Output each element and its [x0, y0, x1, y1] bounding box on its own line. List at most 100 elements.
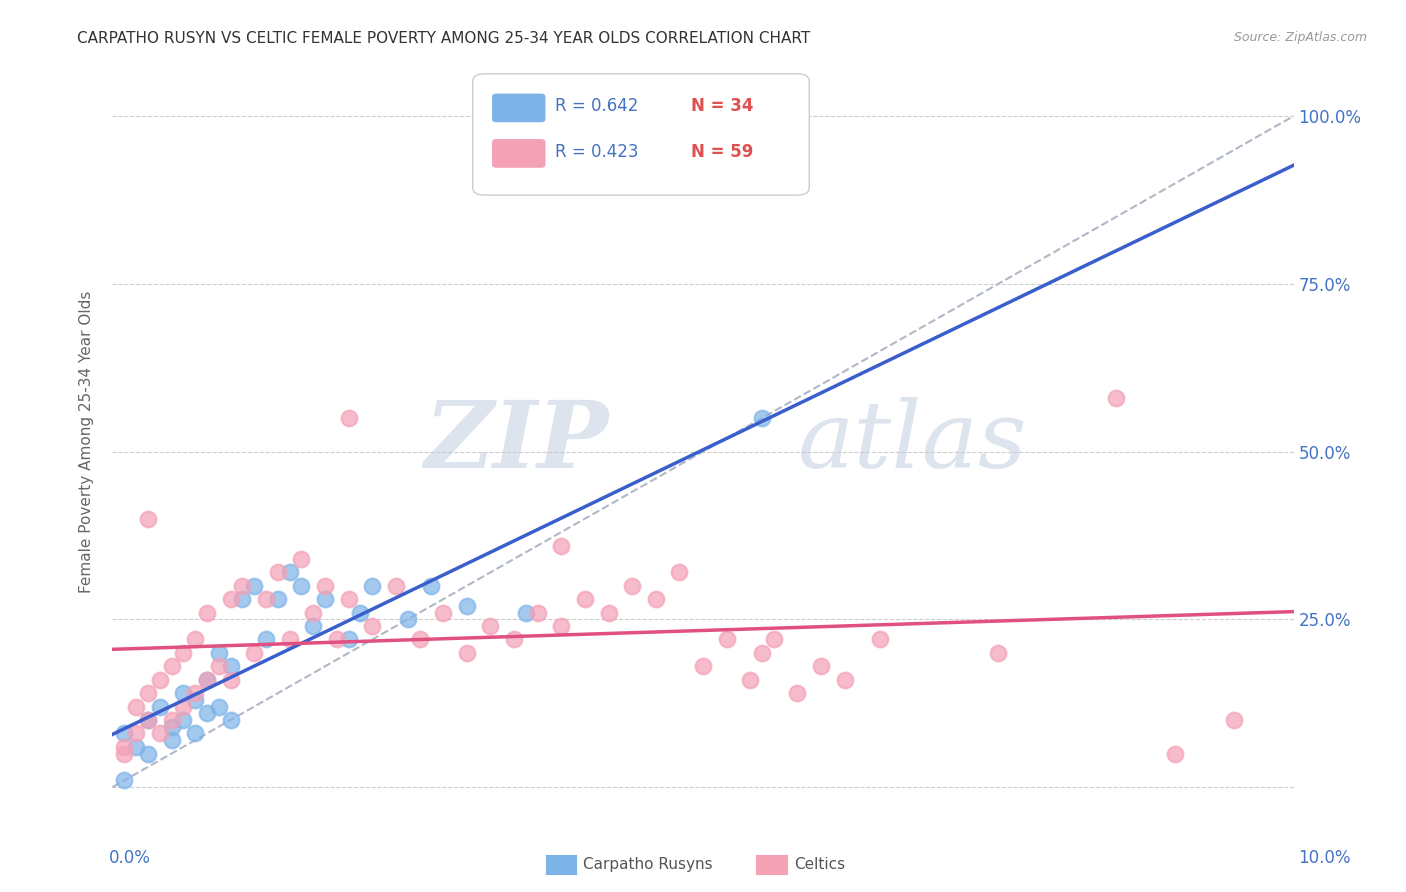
- FancyBboxPatch shape: [472, 74, 810, 195]
- Point: [160, 659, 183, 673]
- Point: [314, 592, 336, 607]
- Point: [692, 659, 714, 673]
- Point: [668, 566, 690, 580]
- Point: [160, 720, 183, 734]
- Point: [112, 726, 135, 740]
- Point: [195, 606, 218, 620]
- Point: [208, 646, 231, 660]
- Point: [987, 646, 1010, 660]
- Point: [408, 632, 430, 647]
- Point: [125, 739, 148, 754]
- Point: [254, 632, 277, 647]
- Point: [172, 699, 194, 714]
- Point: [184, 726, 207, 740]
- Point: [621, 579, 644, 593]
- Point: [337, 411, 360, 425]
- Point: [243, 579, 266, 593]
- Point: [112, 739, 135, 754]
- Point: [526, 606, 548, 620]
- Point: [326, 632, 349, 647]
- Point: [267, 592, 290, 607]
- Point: [184, 686, 207, 700]
- Point: [385, 579, 408, 593]
- Point: [550, 619, 572, 633]
- Point: [302, 606, 325, 620]
- Point: [160, 713, 183, 727]
- Point: [278, 632, 301, 647]
- Point: [361, 619, 384, 633]
- Point: [149, 726, 172, 740]
- Point: [644, 592, 666, 607]
- Point: [762, 632, 785, 647]
- Point: [125, 699, 148, 714]
- Point: [112, 747, 135, 761]
- Point: [810, 659, 832, 673]
- Point: [160, 733, 183, 747]
- Point: [219, 592, 242, 607]
- Point: [550, 539, 572, 553]
- Point: [751, 646, 773, 660]
- Text: R = 0.642: R = 0.642: [555, 97, 638, 115]
- Text: atlas: atlas: [797, 397, 1026, 486]
- Point: [136, 713, 159, 727]
- FancyBboxPatch shape: [492, 140, 544, 167]
- Point: [574, 592, 596, 607]
- Point: [136, 747, 159, 761]
- Point: [208, 659, 231, 673]
- Point: [149, 673, 172, 687]
- Point: [172, 713, 194, 727]
- Point: [290, 552, 312, 566]
- Y-axis label: Female Poverty Among 25-34 Year Olds: Female Poverty Among 25-34 Year Olds: [79, 291, 94, 592]
- Point: [184, 693, 207, 707]
- Point: [456, 646, 478, 660]
- Point: [337, 632, 360, 647]
- Point: [314, 579, 336, 593]
- Point: [432, 606, 454, 620]
- FancyBboxPatch shape: [492, 95, 544, 121]
- Point: [1105, 391, 1128, 405]
- Point: [184, 632, 207, 647]
- Point: [125, 726, 148, 740]
- Point: [219, 713, 242, 727]
- Point: [503, 632, 526, 647]
- Point: [302, 619, 325, 633]
- Text: ZIP: ZIP: [425, 397, 609, 486]
- Point: [1164, 747, 1187, 761]
- Point: [172, 646, 194, 660]
- Point: [396, 612, 419, 626]
- Point: [254, 592, 277, 607]
- Text: N = 59: N = 59: [692, 143, 754, 161]
- Point: [231, 592, 253, 607]
- Point: [786, 686, 808, 700]
- Point: [515, 606, 537, 620]
- Point: [149, 699, 172, 714]
- Point: [349, 606, 371, 620]
- Point: [219, 673, 242, 687]
- Point: [172, 686, 194, 700]
- Text: Carpatho Rusyns: Carpatho Rusyns: [583, 857, 713, 871]
- Text: CARPATHO RUSYN VS CELTIC FEMALE POVERTY AMONG 25-34 YEAR OLDS CORRELATION CHART: CARPATHO RUSYN VS CELTIC FEMALE POVERTY …: [77, 31, 811, 46]
- Text: R = 0.423: R = 0.423: [555, 143, 638, 161]
- Point: [231, 579, 253, 593]
- Point: [136, 713, 159, 727]
- Point: [479, 619, 502, 633]
- Point: [290, 579, 312, 593]
- Text: Source: ZipAtlas.com: Source: ZipAtlas.com: [1233, 31, 1367, 45]
- Point: [740, 673, 762, 687]
- Text: Celtics: Celtics: [794, 857, 845, 871]
- Point: [420, 579, 443, 593]
- Point: [361, 579, 384, 593]
- Point: [834, 673, 856, 687]
- Point: [112, 773, 135, 788]
- Point: [136, 686, 159, 700]
- Text: 0.0%: 0.0%: [108, 849, 150, 867]
- Point: [243, 646, 266, 660]
- Point: [219, 659, 242, 673]
- Point: [1223, 713, 1246, 727]
- Point: [716, 632, 738, 647]
- Point: [337, 592, 360, 607]
- Text: N = 34: N = 34: [692, 97, 754, 115]
- Point: [869, 632, 891, 647]
- Point: [751, 411, 773, 425]
- Point: [195, 673, 218, 687]
